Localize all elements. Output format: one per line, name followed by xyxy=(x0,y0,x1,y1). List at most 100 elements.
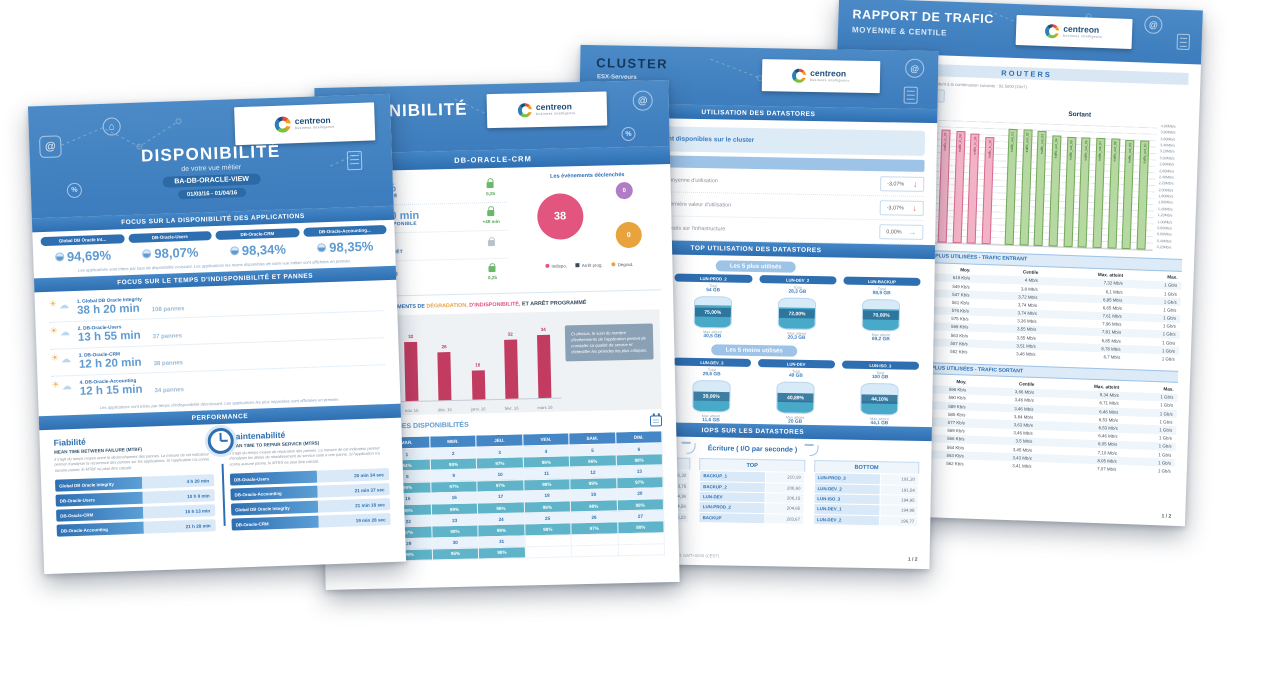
table-cell: 3,46 Mb/s xyxy=(1016,351,1036,357)
weather-icon xyxy=(51,355,70,370)
delta-value: -3,07% xyxy=(887,180,905,188)
max-value: 40,5 GB xyxy=(703,334,722,340)
weather-icon xyxy=(50,328,69,343)
bar-label: traffic_out_01 xyxy=(1010,131,1015,152)
y-axis-ticks: 4,00Mb/s 3,80Mb/s 3,60Mb/s 3,40Mb/s 3,20Mb/s… xyxy=(1154,123,1186,252)
y-tick-label: 0,20Mb/s xyxy=(1156,245,1172,250)
day-col: SAM. xyxy=(568,431,616,446)
legend-label: Arrêt prog. xyxy=(581,262,603,269)
bar-label: traffic_in_08 xyxy=(957,134,963,153)
bar: traffic_out_08 xyxy=(1107,138,1121,249)
table-cell: 4 h 20 min xyxy=(142,474,215,490)
iops-title: Écriture ( I/O par seconde ) xyxy=(707,445,798,455)
lock-icon xyxy=(486,181,494,188)
x-tick-label: déc. 15 xyxy=(438,407,452,413)
view-name: BA-DB-ORACLE-VIEW xyxy=(162,173,262,188)
usage-label: est la moyenne d'utilisation xyxy=(653,176,718,184)
bar-value: 16 xyxy=(475,361,481,368)
usage-percent: 40,89% xyxy=(777,393,814,403)
logo-tagline: business intelligence xyxy=(536,111,576,117)
mtbf-table: Global DB Oracle Integrity 4 h 20 min DB-O… xyxy=(55,472,216,541)
chart-note: Ci-dessus, le suivi du nombre d'événemen… xyxy=(564,323,654,362)
centreon-logo: centreon business intelligence xyxy=(1044,24,1103,40)
table-cell xyxy=(524,545,572,558)
usage-label: est la dernière valeur d'utilisation xyxy=(652,200,732,209)
evolution-title-degradation: DÉGRADATION, xyxy=(426,302,468,310)
datastore-card: LUN-DEV_2 Total 28,3 GB 72,00% Max attei… xyxy=(758,275,837,342)
table-row: BACKUP 203,67 xyxy=(699,512,804,525)
app-availability-value: 98,07% xyxy=(154,244,199,262)
app-availability-value: 98,34% xyxy=(241,241,287,259)
gauge-icon xyxy=(317,243,327,253)
datastore-card: LUN-ISO_3 Total 100 GB 44,10% Max attein… xyxy=(841,360,920,428)
evolution-title-arret: ET ARRÊT PROGRAMMÉ xyxy=(521,299,587,308)
logo-tagline: business intelligence xyxy=(810,78,850,83)
bar-value: 32 xyxy=(408,333,414,339)
usage-delta: -3,07% xyxy=(880,176,925,192)
bar-label: traffic_in_10 xyxy=(987,140,992,159)
bar-label: traffic_out_03 xyxy=(1039,133,1045,154)
gauge-icon xyxy=(229,246,239,256)
bottom-used-title: Les 5 moins utilisés xyxy=(711,344,797,357)
table-cell: 194,95 xyxy=(879,494,919,506)
bubble-indispo: 38 xyxy=(536,193,584,241)
bar: traffic_out_05 xyxy=(1063,136,1076,247)
legend-item: Arrêt prog. xyxy=(575,262,603,269)
datastore-name: LUN-ISO_3 xyxy=(841,360,920,371)
max-value: 69,2 GB xyxy=(871,337,890,343)
legend-item: Dégrad. xyxy=(611,262,633,267)
lock-icon xyxy=(488,266,496,273)
gauge-icon xyxy=(142,249,152,259)
table-cell: 6,7 Mb/s xyxy=(1103,354,1121,360)
usage-percent: 72,00% xyxy=(778,309,816,319)
downtime-duration: 12 h 15 min xyxy=(79,383,143,398)
bar-label: traffic_out_07 xyxy=(1098,140,1103,161)
availability-header: DISPONIBILITÉ 24x7 centreon business int… xyxy=(314,80,670,155)
bar-label: traffic_out_10 xyxy=(1142,143,1147,164)
max-value: 20,3 GB xyxy=(787,335,806,342)
day-col: JEU. xyxy=(476,434,523,448)
stat-badge xyxy=(476,249,508,250)
bubble-arret: 0 xyxy=(615,181,633,200)
downtime-list: 1. Global DB Oracle Integrity 38 h 20 mi… xyxy=(34,280,400,406)
sortant-bars: traffic_out_01 traffic_out_02 traffic_out_… xyxy=(998,117,1157,250)
day-col: DIM. xyxy=(615,430,662,444)
hook-icon xyxy=(809,445,819,457)
table-cell: 95% xyxy=(432,547,479,561)
table-cell xyxy=(617,543,665,556)
table-cell: Global DB Oracle Integrity xyxy=(55,477,143,493)
datastore-name: LUN-PROD_2 xyxy=(674,273,753,284)
table-cell: 196,77 xyxy=(879,515,918,527)
bar: 34 xyxy=(536,327,552,399)
table-cell: 21 h 28 min xyxy=(143,519,216,535)
hook-icon xyxy=(686,443,696,455)
table-cell: DB-Oracle-Users xyxy=(55,492,144,508)
bar: traffic_out_06 xyxy=(1077,137,1091,248)
total-value: 28,3 GB xyxy=(788,289,807,296)
bar: 26 xyxy=(437,344,452,401)
failure-count: 34 pannes xyxy=(154,386,185,394)
reliability-column: Fiabilité MEAN TIME BETWEEN FAILURE (MTB… xyxy=(54,432,216,540)
table-cell: 10 h 9 min xyxy=(142,489,215,505)
bar: traffic_out_10 xyxy=(1136,140,1150,250)
table-cell: 204,65 xyxy=(765,502,804,515)
table-cell: 191,20 xyxy=(879,473,919,485)
bar: traffic_out_09 xyxy=(1121,139,1135,249)
top-used-title: Les 5 plus utilisés xyxy=(715,260,796,273)
datastore-card: LUN-DEV Total 49 GB 40,89% Max atteint 2… xyxy=(756,359,835,426)
table-cell: Global DB Oracle Integrity xyxy=(230,500,319,517)
centreon-logo: centreon business intelligence xyxy=(517,102,576,118)
page-traffic-report: RAPPORT DE TRAFIC MOYENNE & CENTILE cent… xyxy=(821,0,1203,527)
legend-dot-icon xyxy=(545,263,550,268)
table-cell: 98% xyxy=(478,546,526,559)
app-availability-card: Global DB Oracle Int... 94,69% xyxy=(40,234,125,265)
metric-description: Il s'agit du temps moyen de réparation d… xyxy=(229,445,380,467)
evolution-title-indispo: D'INDISPONIBILITÉ, xyxy=(469,301,521,309)
page-availability-app: DISPONIBILITÉ 24x7 centreon business int… xyxy=(314,80,680,590)
table-row: DB-Oracle-Accounting 21 h 28 min xyxy=(56,519,216,538)
usage-percent: 39,06% xyxy=(693,391,730,402)
datastore-card: LUN-BACKUP Total 98,9 GB 70,00% Max atte… xyxy=(842,276,921,344)
app-name: DB-Oracle-CRM xyxy=(215,228,300,240)
failure-count: 38 pannes xyxy=(153,359,184,367)
logo-tagline: business intelligence xyxy=(1062,33,1103,40)
